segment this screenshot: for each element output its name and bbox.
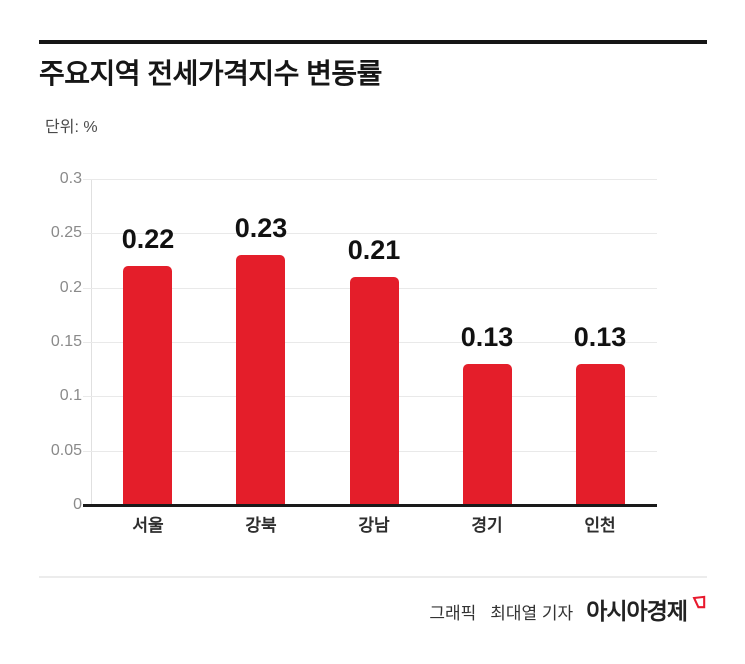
y-axis-tick-label: 0.1 bbox=[59, 387, 82, 404]
x-axis-label: 강북 bbox=[245, 516, 277, 535]
x-axis-label: 인천 bbox=[584, 516, 616, 535]
y-axis-tick-label: 0.25 bbox=[50, 224, 82, 241]
bar-인천 bbox=[576, 364, 625, 505]
footer-divider bbox=[39, 576, 707, 578]
credit-reporter-name: 최대열 기자 bbox=[490, 604, 574, 623]
bar-경기 bbox=[463, 364, 512, 505]
gridline bbox=[83, 179, 657, 180]
bar-value-label: 0.13 bbox=[573, 322, 627, 352]
y-axis-tick-label: 0.2 bbox=[59, 279, 82, 296]
bar-chart: 0 0.05 0.1 0.15 0.2 0.25 0.3 0.22 서울 0.23 강북 0.21 강남… bbox=[50, 170, 657, 535]
brand-wordmark: 아시아경제 bbox=[586, 598, 688, 624]
x-axis-label: 서울 bbox=[132, 516, 164, 535]
y-axis-tick-label: 0 bbox=[73, 496, 82, 513]
brand-flag-icon bbox=[692, 595, 706, 609]
unit-label: 단위: % bbox=[45, 119, 98, 136]
credit-prefix-label: 그래픽 bbox=[429, 604, 477, 623]
bar-강남 bbox=[350, 277, 399, 505]
x-axis-label: 강남 bbox=[358, 516, 390, 535]
gridline bbox=[83, 233, 657, 234]
title-top-rule bbox=[39, 40, 707, 44]
y-axis-tick-label: 0.3 bbox=[59, 170, 82, 187]
footer-credit: 그래픽 최대열 기자 아시아경제 bbox=[429, 592, 707, 626]
bar-value-label: 0.22 bbox=[121, 224, 175, 254]
bar-서울 bbox=[123, 266, 172, 505]
bar-value-label: 0.23 bbox=[234, 213, 288, 243]
x-axis-baseline bbox=[83, 504, 657, 507]
y-axis-tick-label: 0.05 bbox=[50, 442, 82, 459]
y-axis-tick-label: 0.15 bbox=[50, 333, 82, 350]
x-axis-label: 경기 bbox=[471, 516, 503, 535]
bar-value-label: 0.21 bbox=[347, 235, 401, 265]
chart-title: 주요지역 전세가격지수 변동률 bbox=[39, 58, 382, 89]
bar-value-label: 0.13 bbox=[460, 322, 514, 352]
bar-강북 bbox=[236, 255, 285, 505]
